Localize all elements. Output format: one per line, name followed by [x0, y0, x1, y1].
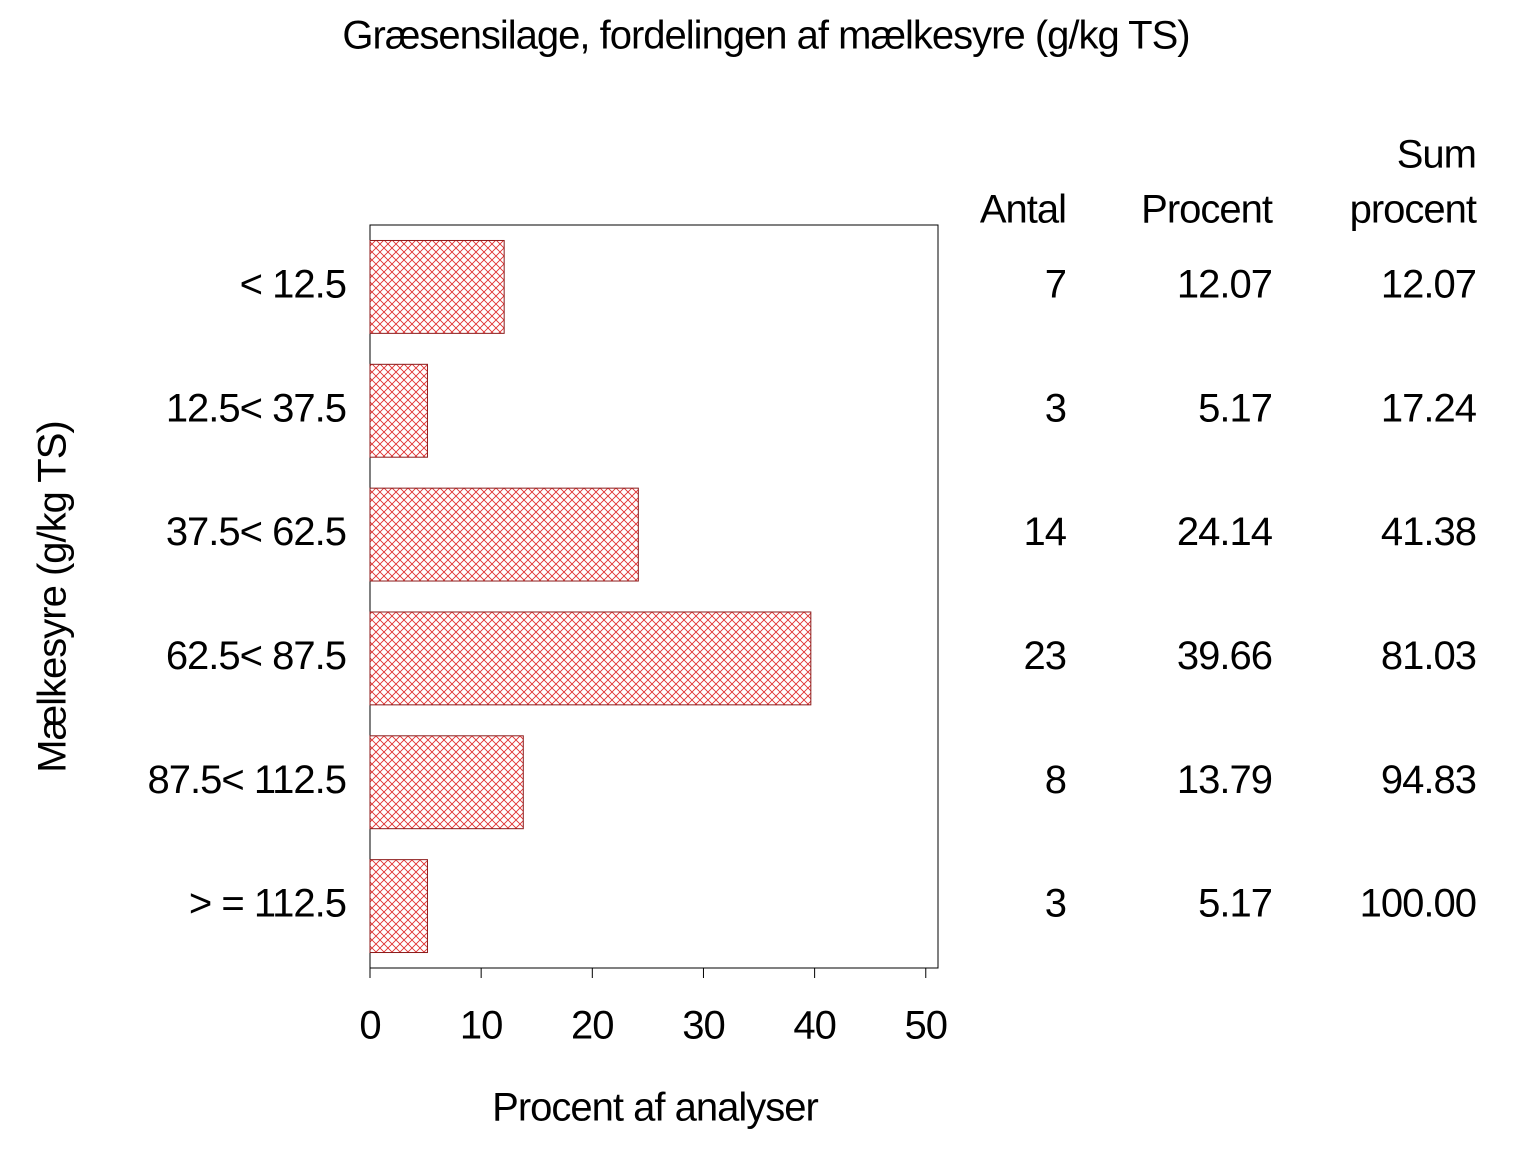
bar: [369, 859, 428, 954]
bar: [369, 239, 505, 334]
y-axis-label: Mælkesyre (g/kg TS): [31, 421, 75, 772]
x-tick-label: 40: [793, 1004, 836, 1048]
table-cumulative: 100.00: [1360, 882, 1476, 926]
bar: [369, 735, 524, 830]
y-tick-label: 37.5< 62.5: [166, 510, 346, 554]
bar: [369, 487, 639, 582]
x-tick-label: 30: [682, 1004, 725, 1048]
table-count: 8: [1045, 758, 1066, 802]
table-percent: 5.17: [1198, 882, 1272, 926]
table-percent: 5.17: [1198, 386, 1272, 430]
table-cumulative: 94.83: [1381, 758, 1476, 802]
bar: [369, 611, 812, 706]
y-tick-label: < 12.5: [240, 262, 346, 306]
table-cumulative: 81.03: [1381, 634, 1476, 678]
x-tick-label: 10: [460, 1004, 503, 1048]
table-percent: 12.07: [1177, 262, 1272, 306]
x-tick-label: 20: [571, 1004, 614, 1048]
table-cumulative: 12.07: [1381, 262, 1476, 306]
table-count: 3: [1045, 386, 1066, 430]
table-header: Procent: [1141, 188, 1273, 232]
table-header: procent: [1350, 188, 1477, 232]
table-count: 14: [1024, 510, 1067, 554]
table-percent: 24.14: [1177, 510, 1273, 554]
x-tick-label: 50: [905, 1004, 948, 1048]
table-count: 23: [1024, 634, 1067, 678]
y-tick-label: 62.5< 87.5: [166, 634, 346, 678]
table-header: Antal: [980, 188, 1066, 232]
plot-frame: [369, 224, 939, 969]
table-count: 7: [1045, 262, 1066, 306]
table-percent: 13.79: [1177, 758, 1272, 802]
x-axis-label: Procent af analyser: [492, 1086, 818, 1130]
table-header: Sum: [1397, 133, 1476, 177]
table-cumulative: 17.24: [1381, 386, 1477, 430]
table-percent: 39.66: [1177, 634, 1272, 678]
y-tick-label: > = 112.5: [189, 882, 346, 926]
y-tick-label: 12.5< 37.5: [166, 386, 346, 430]
table-count: 3: [1045, 882, 1066, 926]
bar: [369, 363, 428, 458]
table-cumulative: 41.38: [1381, 510, 1476, 554]
x-tick-label: 0: [359, 1004, 380, 1048]
y-tick-label: 87.5< 112.5: [148, 758, 346, 802]
chart-title: Græsensilage, fordelingen af mælkesyre (…: [342, 14, 1189, 58]
